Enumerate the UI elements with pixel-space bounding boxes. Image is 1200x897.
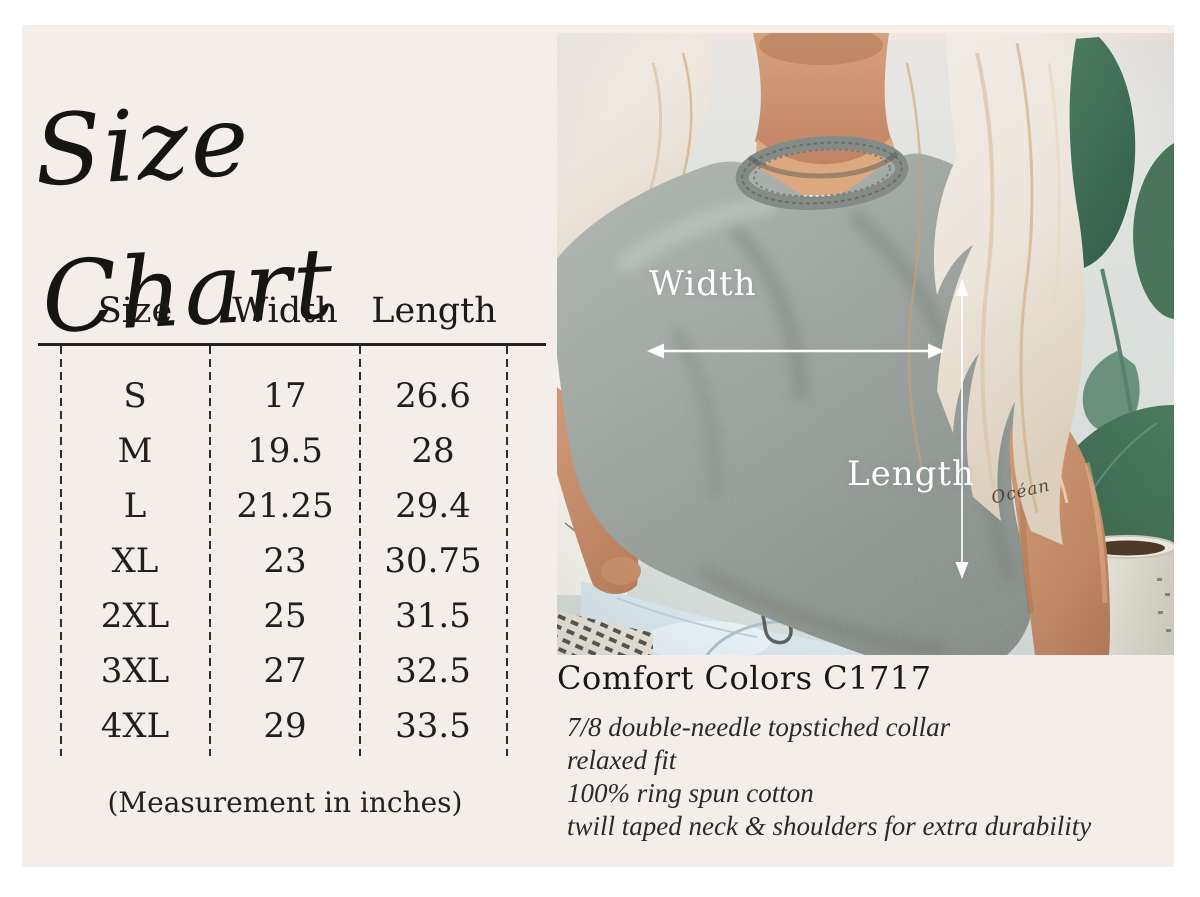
width-cell: 25 bbox=[263, 595, 307, 636]
table-header-row: Size Width Length bbox=[60, 291, 508, 331]
size-cell: L bbox=[123, 485, 147, 526]
length-arrow-icon bbox=[955, 279, 969, 579]
column-header-width: Width bbox=[232, 291, 338, 331]
column-header-length: Length bbox=[371, 291, 497, 331]
table-vline bbox=[359, 346, 361, 756]
width-arrow-icon bbox=[647, 343, 945, 359]
table-vline bbox=[209, 346, 211, 756]
size-cell: 3XL bbox=[100, 650, 170, 691]
column-header-size: Size bbox=[97, 291, 173, 331]
length-cell: 30.75 bbox=[384, 540, 482, 581]
product-detail-line: 100% ring spun cotton bbox=[567, 778, 814, 808]
table-vline bbox=[60, 346, 62, 756]
product-detail-line: twill taped neck & shoulders for extra d… bbox=[567, 811, 1092, 841]
size-table-body: S 17 26.6 M 19.5 28 L 21.25 29.4 XL 23 30.75 2XL 25 31… bbox=[60, 368, 508, 753]
width-cell: 27 bbox=[263, 650, 307, 691]
size-cell: S bbox=[123, 375, 147, 416]
size-cell: 4XL bbox=[100, 705, 170, 746]
width-cell: 19.5 bbox=[247, 430, 323, 471]
width-cell: 23 bbox=[263, 540, 307, 581]
width-cell: 17 bbox=[263, 375, 307, 416]
size-cell: 2XL bbox=[100, 595, 170, 636]
length-cell: 28 bbox=[411, 430, 455, 471]
size-cell: M bbox=[117, 430, 153, 471]
length-cell: 26.6 bbox=[395, 375, 471, 416]
length-cell: 31.5 bbox=[395, 595, 471, 636]
size-table-body-frame: S 17 26.6 M 19.5 28 L 21.25 29.4 XL 23 30.75 2XL 25 31… bbox=[60, 346, 508, 756]
table-vline bbox=[506, 346, 508, 756]
photo-scene bbox=[557, 33, 1174, 655]
length-annotation-label: Length bbox=[847, 454, 975, 494]
length-cell: 29.4 bbox=[395, 485, 471, 526]
product-detail-line: 7/8 double-needle topstiched collar bbox=[567, 712, 951, 742]
product-detail-line: relaxed fit bbox=[567, 745, 677, 775]
table-header-rule bbox=[38, 343, 546, 346]
product-photo: Width Length Océan bbox=[557, 33, 1174, 655]
length-cell: 33.5 bbox=[395, 705, 471, 746]
width-annotation-label: Width bbox=[649, 264, 757, 304]
product-name: Comfort Colors C1717 bbox=[557, 659, 932, 697]
size-cell: XL bbox=[111, 540, 159, 581]
product-details: 7/8 double-needle topstiched collar relax… bbox=[567, 711, 1167, 843]
background-panel: Size Chart Size Width Length S 17 26.6 M 19.… bbox=[22, 25, 1174, 867]
width-cell: 21.25 bbox=[236, 485, 334, 526]
width-cell: 29 bbox=[263, 705, 307, 746]
length-cell: 32.5 bbox=[395, 650, 471, 691]
table-caption: (Measurement in inches) bbox=[107, 786, 463, 819]
